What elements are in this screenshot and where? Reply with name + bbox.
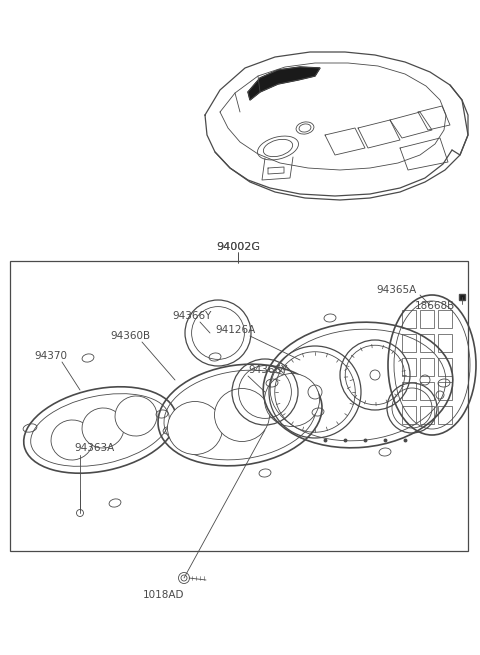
- Text: 94126A: 94126A: [215, 325, 255, 335]
- Bar: [438, 382, 452, 400]
- Ellipse shape: [115, 396, 157, 436]
- Bar: [10, 261, 468, 551]
- Ellipse shape: [51, 420, 93, 460]
- Ellipse shape: [82, 408, 124, 448]
- Bar: [402, 310, 416, 328]
- Bar: [402, 358, 416, 376]
- Polygon shape: [248, 67, 320, 100]
- Text: 94002G: 94002G: [216, 242, 260, 252]
- Bar: [420, 406, 434, 424]
- Text: 1018AD: 1018AD: [143, 590, 185, 600]
- Bar: [402, 406, 416, 424]
- Text: 94365A: 94365A: [376, 285, 416, 295]
- Text: 94363A: 94363A: [74, 443, 114, 453]
- Bar: [420, 334, 434, 352]
- Text: 94002G: 94002G: [216, 242, 260, 252]
- Bar: [402, 334, 416, 352]
- Bar: [438, 334, 452, 352]
- Bar: [420, 358, 434, 376]
- Bar: [438, 406, 452, 424]
- Text: 94370: 94370: [34, 351, 67, 361]
- Ellipse shape: [168, 402, 223, 455]
- Bar: [438, 310, 452, 328]
- Bar: [420, 382, 434, 400]
- Bar: [402, 382, 416, 400]
- Ellipse shape: [264, 373, 320, 426]
- Text: 94366Y: 94366Y: [248, 365, 288, 375]
- Ellipse shape: [215, 388, 269, 441]
- Text: 94366Y: 94366Y: [172, 311, 211, 321]
- Text: 18668B: 18668B: [415, 301, 455, 311]
- Bar: [438, 358, 452, 376]
- Bar: [420, 310, 434, 328]
- Text: 94360B: 94360B: [110, 331, 150, 341]
